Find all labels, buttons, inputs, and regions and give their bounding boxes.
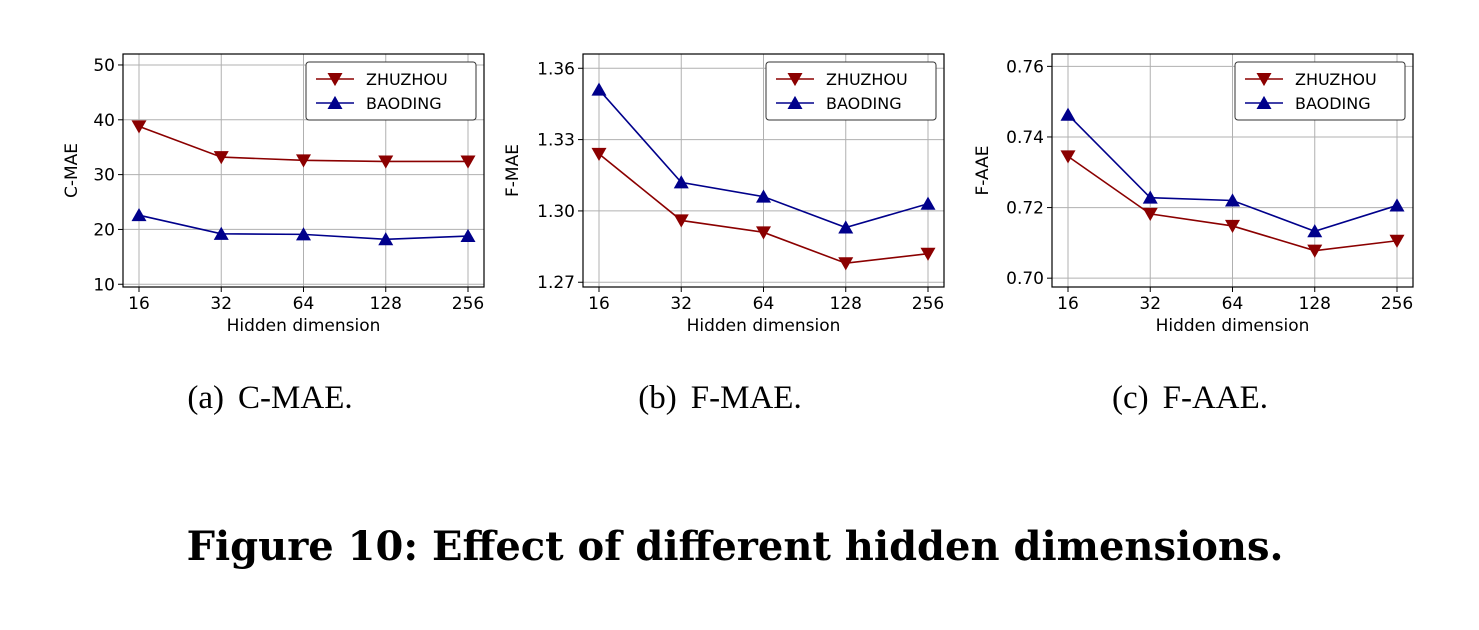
data-point-zhuzhou: [296, 154, 311, 168]
legend: ZHUZHOU BAODING: [1234, 61, 1406, 121]
data-point-baoding: [756, 189, 771, 203]
data-point-baoding: [1389, 198, 1405, 212]
legend-marker: [787, 95, 803, 109]
x-tick-label: 64: [1222, 294, 1244, 314]
data-point-zhuzhou: [1307, 244, 1323, 258]
x-tick-label: 64: [293, 294, 315, 314]
data-point-baoding: [838, 220, 854, 234]
subfigure-caption: (b) F-MAE.: [638, 380, 801, 416]
y-tick-label: 0.76: [1006, 57, 1044, 77]
data-point-baoding: [213, 226, 229, 240]
data-point-zhuzhou: [1142, 207, 1158, 222]
data-point-zhuzhou: [673, 214, 689, 228]
y-axis-label: C-MAE: [62, 143, 82, 198]
x-tick-label: 16: [1057, 294, 1079, 314]
legend-label-baoding: BAODING: [826, 94, 902, 113]
chart-3: 16 32 64 128 256 0.70 0.72 0.74 0.76 Hidden dimen…: [973, 53, 1414, 416]
data-point-zhuzhou: [213, 151, 229, 165]
x-axis-label: Hidden dimension: [227, 316, 381, 336]
y-tick-label: 0.72: [1006, 199, 1044, 219]
data-point-zhuzhou: [378, 155, 394, 169]
legend-marker: [327, 95, 343, 109]
subfigure-caption: (c) F-AAE.: [1112, 380, 1268, 416]
subfigure-caption: (a) C-MAE.: [187, 380, 352, 416]
legend-marker: [787, 73, 803, 87]
data-point-zhuzhou: [460, 155, 476, 169]
y-tick-label: 50: [93, 56, 115, 76]
y-tick-label: 40: [93, 111, 115, 131]
x-axis-label: Hidden dimension: [1156, 316, 1310, 336]
subfigure-letter: (c): [1112, 380, 1149, 416]
x-tick-label: 256: [452, 294, 484, 314]
y-tick-label: 1.30: [537, 202, 575, 222]
subfigure-title: F-AAE.: [1163, 380, 1268, 416]
chart-1: 16 32 64 128 256 10 20 30 40 50 Hidden dimension C-…: [62, 53, 485, 416]
data-point-baoding: [460, 228, 476, 243]
x-tick-label: 32: [1139, 294, 1161, 314]
x-tick-label: 128: [830, 294, 862, 314]
legend-box: [1234, 61, 1406, 121]
data-point-baoding: [591, 82, 607, 96]
y-tick-label: 1.27: [537, 273, 575, 293]
x-tick-label: 256: [912, 294, 944, 314]
data-point-zhuzhou: [920, 247, 936, 261]
data-point-zhuzhou: [131, 120, 147, 134]
x-tick-label: 64: [753, 294, 775, 314]
data-point-baoding: [296, 227, 311, 241]
subfigure-letter: (a): [187, 380, 224, 416]
data-point-baoding: [1142, 190, 1158, 204]
data-point-baoding: [1307, 224, 1323, 238]
legend-label-baoding: BAODING: [1295, 94, 1371, 113]
x-tick-label: 16: [128, 294, 150, 314]
x-tick-label: 32: [210, 294, 232, 314]
x-tick-label: 256: [1381, 294, 1413, 314]
x-axis-label: Hidden dimension: [687, 316, 841, 336]
data-point-zhuzhou: [591, 147, 607, 161]
y-tick-label: 0.70: [1006, 269, 1044, 289]
y-tick-label: 10: [93, 275, 115, 295]
y-tick-label: 0.74: [1006, 128, 1044, 148]
x-tick-label: 128: [370, 294, 402, 314]
legend-label-zhuzhou: ZHUZHOU: [366, 70, 448, 89]
y-axis-label: F-AAE: [973, 145, 993, 195]
data-point-zhuzhou: [838, 257, 854, 271]
data-point-baoding: [920, 196, 936, 210]
legend-label-baoding: BAODING: [366, 94, 442, 113]
y-tick-label: 1.36: [537, 59, 575, 79]
chart-2: 16 32 64 128 256 1.27 1.30 1.33 1.36 Hidden dimen…: [503, 53, 945, 416]
data-point-baoding: [1225, 193, 1240, 207]
subfigure-title: C-MAE.: [238, 380, 353, 416]
legend-box: [305, 61, 477, 121]
x-tick-label: 16: [588, 294, 610, 314]
data-point-zhuzhou: [756, 226, 771, 240]
legend-marker: [1256, 73, 1272, 87]
legend-marker: [327, 73, 343, 87]
legend-label-zhuzhou: ZHUZHOU: [826, 70, 908, 89]
data-point-baoding: [131, 208, 147, 222]
subfigure-letter: (b): [638, 380, 676, 416]
legend-marker: [1256, 95, 1272, 109]
data-point-baoding: [1060, 107, 1076, 121]
y-tick-label: 1.33: [537, 131, 575, 151]
legend-box: [765, 61, 937, 121]
y-tick-label: 30: [93, 166, 115, 186]
data-point-baoding: [378, 232, 394, 246]
x-tick-label: 32: [670, 294, 692, 314]
legend: ZHUZHOU BAODING: [305, 61, 477, 121]
y-axis-label: F-MAE: [503, 144, 523, 197]
data-point-zhuzhou: [1225, 219, 1240, 234]
legend-label-zhuzhou: ZHUZHOU: [1295, 70, 1377, 89]
subfigure-title: F-MAE.: [691, 380, 802, 416]
y-tick-label: 20: [93, 220, 115, 240]
legend: ZHUZHOU BAODING: [765, 61, 937, 121]
charts-group: 16 32 64 128 256 10 20 30 40 50 Hidden dimension C-…: [62, 53, 1414, 416]
figure-caption: Figure 10: Effect of different hidden di…: [187, 523, 1284, 570]
data-point-zhuzhou: [1389, 234, 1405, 248]
data-point-zhuzhou: [1060, 150, 1076, 164]
data-point-baoding: [673, 175, 689, 189]
x-tick-label: 128: [1299, 294, 1331, 314]
